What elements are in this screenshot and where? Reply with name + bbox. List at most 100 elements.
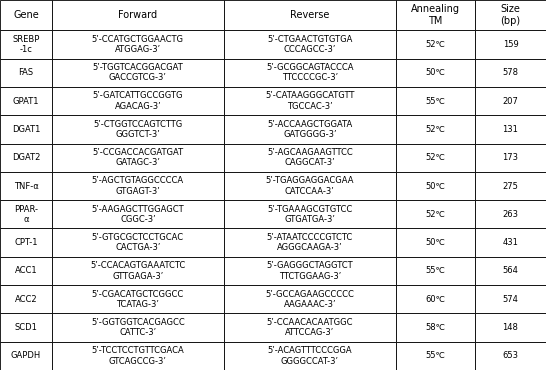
Bar xyxy=(224,313,396,342)
Bar xyxy=(0,342,52,370)
Bar xyxy=(396,30,475,58)
Bar xyxy=(0,58,52,87)
Text: 263: 263 xyxy=(502,210,519,219)
Bar xyxy=(224,58,396,87)
Bar xyxy=(396,115,475,144)
Bar xyxy=(224,172,396,200)
Bar xyxy=(0,228,52,257)
Bar xyxy=(224,285,396,313)
Text: SREBP
-1c: SREBP -1c xyxy=(12,35,40,54)
Bar xyxy=(475,228,546,257)
Text: Annealing
TM: Annealing TM xyxy=(411,4,460,26)
Bar xyxy=(224,0,396,30)
Text: 653: 653 xyxy=(502,352,519,360)
Text: 52℃: 52℃ xyxy=(425,210,446,219)
Text: Reverse: Reverse xyxy=(290,10,330,20)
Text: Forward: Forward xyxy=(118,10,157,20)
Text: 5’-ACCAAGCTGGATA
GATGGGG-3’: 5’-ACCAAGCTGGATA GATGGGG-3’ xyxy=(267,120,353,139)
Text: GPAT1: GPAT1 xyxy=(13,97,39,105)
Text: 564: 564 xyxy=(502,266,519,275)
Text: 5’-CGACATGCTCGGCC
TCATAG-3’: 5’-CGACATGCTCGGCC TCATAG-3’ xyxy=(92,290,184,309)
Text: 131: 131 xyxy=(502,125,519,134)
Bar xyxy=(396,285,475,313)
Bar xyxy=(224,342,396,370)
Bar xyxy=(0,0,52,30)
Text: 159: 159 xyxy=(503,40,518,49)
Bar xyxy=(396,200,475,228)
Text: 574: 574 xyxy=(502,295,519,304)
Text: 5’-AGCAAGAAGTTCC
CAGGCAT-3’: 5’-AGCAAGAAGTTCC CAGGCAT-3’ xyxy=(267,148,353,167)
Bar xyxy=(475,285,546,313)
Bar xyxy=(0,285,52,313)
Bar xyxy=(224,200,396,228)
Text: DGAT1: DGAT1 xyxy=(12,125,40,134)
Text: 50℃: 50℃ xyxy=(425,182,446,191)
Bar xyxy=(0,313,52,342)
Bar xyxy=(52,0,224,30)
Bar xyxy=(0,87,52,115)
Bar xyxy=(52,172,224,200)
Bar xyxy=(396,87,475,115)
Bar xyxy=(396,313,475,342)
Text: CPT-1: CPT-1 xyxy=(14,238,38,247)
Bar xyxy=(52,58,224,87)
Text: 5’-GTGCGCTCCTGCAC
CACTGA-3’: 5’-GTGCGCTCCTGCAC CACTGA-3’ xyxy=(92,233,184,252)
Bar xyxy=(475,115,546,144)
Text: 55℃: 55℃ xyxy=(425,352,446,360)
Bar xyxy=(52,228,224,257)
Bar xyxy=(52,30,224,58)
Bar xyxy=(0,115,52,144)
Text: 5’-TGAAAGCGTGTCC
GTGATGA-3’: 5’-TGAAAGCGTGTCC GTGATGA-3’ xyxy=(267,205,353,224)
Bar xyxy=(0,30,52,58)
Text: 5’-CTGAACTGTGTGA
CCCAGCC-3’: 5’-CTGAACTGTGTGA CCCAGCC-3’ xyxy=(267,35,353,54)
Text: 5’-CTGGTCCAGTCTTG
GGGTCT-3’: 5’-CTGGTCCAGTCTTG GGGTCT-3’ xyxy=(93,120,182,139)
Text: SCD1: SCD1 xyxy=(15,323,37,332)
Text: Size
(bp): Size (bp) xyxy=(501,4,520,26)
Text: 5’-CCACAGTGAAATCTC
GTTGAGA-3’: 5’-CCACAGTGAAATCTC GTTGAGA-3’ xyxy=(90,261,186,280)
Text: 5’-CCGACCACGATGAT
GATAGC-3’: 5’-CCGACCACGATGAT GATAGC-3’ xyxy=(92,148,183,167)
Bar xyxy=(52,144,224,172)
Text: 431: 431 xyxy=(502,238,519,247)
Bar xyxy=(52,200,224,228)
Text: 275: 275 xyxy=(502,182,519,191)
Text: ACC2: ACC2 xyxy=(15,295,37,304)
Bar xyxy=(396,144,475,172)
Bar xyxy=(475,30,546,58)
Bar xyxy=(396,172,475,200)
Text: 5’-GCCAGAAGCCCCC
AAGAAAC-3’: 5’-GCCAGAAGCCCCC AAGAAAC-3’ xyxy=(265,290,354,309)
Text: 5’-GATCATTGCCGGTG
AGACAG-3’: 5’-GATCATTGCCGGTG AGACAG-3’ xyxy=(93,91,183,111)
Bar xyxy=(396,342,475,370)
Text: 5’-TGAGGAGGACGAA
CATCCAA-3’: 5’-TGAGGAGGACGAA CATCCAA-3’ xyxy=(265,176,354,196)
Text: 55℃: 55℃ xyxy=(425,97,446,105)
Text: 173: 173 xyxy=(502,153,519,162)
Text: 5’-GGTGGTCACGAGCC
CATTC-3’: 5’-GGTGGTCACGAGCC CATTC-3’ xyxy=(91,318,185,337)
Text: 60℃: 60℃ xyxy=(425,295,446,304)
Text: 5’-CATAAGGGCATGTT
TGCCAC-3’: 5’-CATAAGGGCATGTT TGCCAC-3’ xyxy=(265,91,354,111)
Text: 5’-AAGAGCTTGGAGCT
CGGC-3’: 5’-AAGAGCTTGGAGCT CGGC-3’ xyxy=(92,205,184,224)
Text: 207: 207 xyxy=(502,97,519,105)
Bar xyxy=(52,313,224,342)
Bar xyxy=(224,228,396,257)
Text: DGAT2: DGAT2 xyxy=(12,153,40,162)
Bar xyxy=(0,257,52,285)
Bar xyxy=(224,257,396,285)
Bar xyxy=(224,115,396,144)
Text: 5’-GCGGCAGTACCCA
TTCCCCGC-3’: 5’-GCGGCAGTACCCA TTCCCCGC-3’ xyxy=(266,63,354,83)
Text: 5’-TGGTCACGGACGAT
GACCGTCG-3’: 5’-TGGTCACGGACGAT GACCGTCG-3’ xyxy=(92,63,183,83)
Text: 5’-TCCTCCTGTTCGACA
GTCAGCCG-3’: 5’-TCCTCCTGTTCGACA GTCAGCCG-3’ xyxy=(92,346,184,366)
Bar xyxy=(52,115,224,144)
Bar xyxy=(475,0,546,30)
Bar xyxy=(396,0,475,30)
Bar xyxy=(475,342,546,370)
Bar xyxy=(52,342,224,370)
Text: 50℃: 50℃ xyxy=(425,68,446,77)
Text: TNF-α: TNF-α xyxy=(14,182,38,191)
Bar xyxy=(0,172,52,200)
Bar xyxy=(475,58,546,87)
Bar xyxy=(0,200,52,228)
Bar xyxy=(224,144,396,172)
Text: ACC1: ACC1 xyxy=(15,266,37,275)
Bar xyxy=(475,257,546,285)
Text: GAPDH: GAPDH xyxy=(11,352,41,360)
Text: 5’-ACAGTTTCCCGGA
GGGGCCAT-3’: 5’-ACAGTTTCCCGGA GGGGCCAT-3’ xyxy=(268,346,352,366)
